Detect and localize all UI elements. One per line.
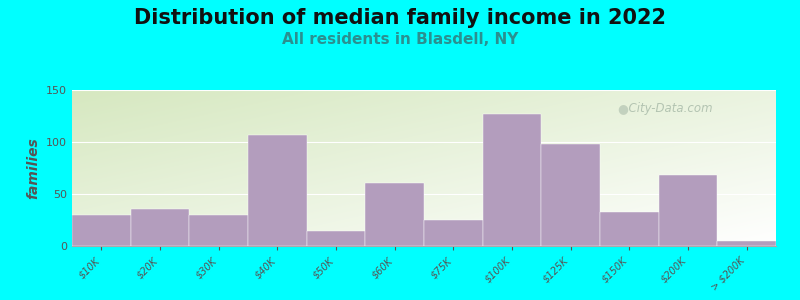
Bar	[72, 215, 130, 246]
Text: Distribution of median family income in 2022: Distribution of median family income in …	[134, 8, 666, 28]
Bar	[190, 215, 248, 246]
Bar	[306, 231, 366, 246]
Text: ●: ●	[618, 103, 629, 116]
Text: All residents in Blasdell, NY: All residents in Blasdell, NY	[282, 32, 518, 46]
Y-axis label: families: families	[26, 137, 41, 199]
Bar	[366, 183, 424, 246]
Bar	[424, 220, 482, 246]
Bar	[130, 208, 190, 246]
Bar	[482, 114, 542, 246]
Bar	[248, 135, 306, 246]
Text: City-Data.com: City-Data.com	[621, 103, 713, 116]
Bar	[542, 144, 600, 246]
Bar	[718, 241, 776, 246]
Bar	[658, 175, 718, 246]
Bar	[600, 212, 658, 246]
